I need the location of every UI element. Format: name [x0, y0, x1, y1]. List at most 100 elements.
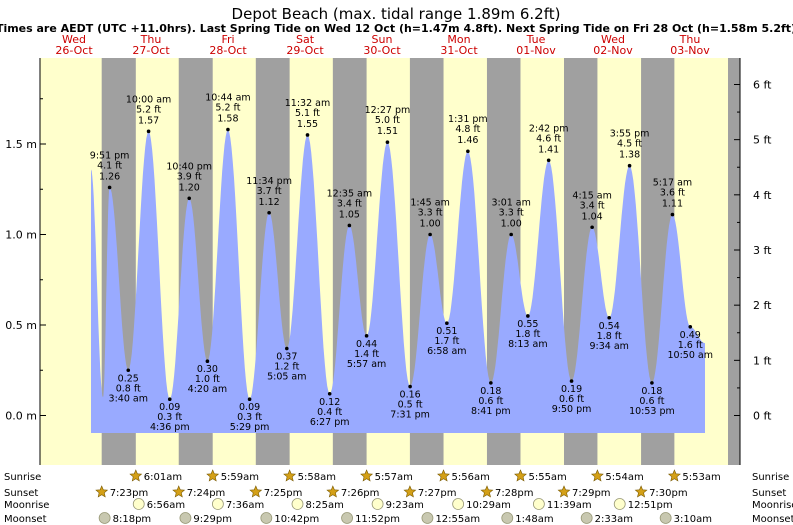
sunset-time: 7:25pm	[264, 488, 303, 499]
tide-point	[205, 359, 210, 364]
tide-height-m: 1.46	[457, 135, 478, 146]
day-date: 27-Oct	[132, 44, 170, 57]
tide-labels: 9:51 pm4.1 ft1.26 0.250.8 ft3:40 am 10:00 …	[90, 93, 713, 434]
y-right-tick-label: 6 ft	[753, 78, 772, 91]
tide-height-ft: 4.1 ft	[97, 160, 122, 171]
day-date: 26-Oct	[55, 44, 93, 57]
y-left-tick-label: 0.0 m	[5, 410, 37, 423]
tide-point	[187, 196, 192, 201]
tide-height-m: 0.19	[561, 384, 582, 395]
moonrise-time: 7:36am	[226, 500, 264, 511]
day-name: Fri	[221, 33, 234, 46]
tide-time: 4:15 am	[572, 190, 611, 201]
sunrise-time: 5:58am	[298, 472, 336, 483]
day-name: Thu	[679, 33, 701, 46]
tide-height-m: 0.55	[517, 319, 538, 330]
tide-height-ft: 1.2 ft	[274, 362, 299, 373]
tide-height-m: 0.44	[356, 339, 377, 350]
tide-time: 12:27 pm	[365, 105, 411, 116]
tide-time: 10:00 am	[126, 94, 171, 105]
tide-point	[385, 140, 390, 144]
tide-time: 9:34 am	[589, 341, 628, 352]
moonrise-icon	[532, 498, 545, 510]
tide-point	[489, 381, 493, 385]
astro-row-label-left: Moonrise	[4, 500, 49, 511]
tide-time: 10:40 pm	[166, 161, 212, 172]
sun-star-icon	[557, 485, 571, 498]
tide-time: 1:45 am	[410, 198, 449, 209]
tide-point	[428, 232, 432, 237]
tide-height-ft: 3.3 ft	[418, 208, 443, 219]
tide-height-m: 1.41	[538, 144, 559, 155]
day-labels: Wed26-OctThu27-OctFri28-OctSat29-OctSun3…	[55, 33, 710, 57]
moonset-icon	[421, 512, 434, 524]
tide-height-ft: 5.2 ft	[215, 103, 240, 114]
tide-time: 4:36 pm	[150, 422, 190, 433]
tide-time: 11:32 am	[285, 98, 330, 109]
day-date: 29-Oct	[286, 44, 324, 57]
sun-star-icon	[172, 485, 186, 498]
sunset-time: 7:28pm	[495, 488, 534, 499]
day-name: Thu	[140, 33, 162, 46]
y-left-tick-label: 1.0 m	[5, 229, 37, 242]
tide-height-ft: 0.3 ft	[237, 412, 262, 423]
sunset-time: 7:27pm	[418, 488, 457, 499]
sunrise-time: 5:55am	[528, 472, 566, 483]
chart-title: Depot Beach (max. tidal range 1.89m 6.2f…	[232, 5, 561, 23]
sunrise-time: 6:01am	[144, 472, 182, 483]
tide-height-ft: 0.5 ft	[398, 400, 423, 411]
tide-point	[445, 321, 449, 325]
tide-height-ft: 5.1 ft	[295, 108, 320, 119]
sunset-time: 7:23pm	[110, 488, 149, 499]
tide-point	[607, 315, 611, 320]
tide-time: 8:41 pm	[471, 406, 511, 417]
tide-height-m: 0.12	[319, 397, 340, 408]
sunset-time: 7:26pm	[341, 488, 380, 499]
y-right-tick-label: 0 ft	[753, 410, 772, 423]
sunrise-time: 5:53am	[682, 472, 720, 483]
astro-row-label-left: Moonset	[4, 514, 47, 525]
tide-point	[627, 163, 632, 168]
sun-star-icon	[360, 469, 374, 482]
tide-time: 3:40 am	[109, 393, 148, 404]
sun-star-icon	[634, 485, 648, 498]
tide-point	[107, 185, 112, 190]
tide-time: 4:20 am	[188, 384, 227, 395]
sunrise-time: 5:57am	[375, 472, 413, 483]
tide-height-m: 0.25	[118, 373, 139, 384]
astro-row-label-left: Sunrise	[4, 472, 41, 483]
y-left-tick-label: 1.5 m	[5, 138, 37, 151]
tide-point	[509, 232, 513, 237]
tide-time: 7:31 pm	[390, 410, 430, 421]
tide-time: 6:27 pm	[310, 417, 350, 428]
tide-time: 11:34 pm	[246, 176, 292, 187]
tide-point	[526, 314, 530, 318]
moonrise-icon	[132, 498, 145, 510]
tide-height-m: 0.09	[239, 402, 260, 413]
tide-height-ft: 3.3 ft	[499, 208, 524, 219]
tide-height-m: 0.09	[159, 402, 180, 413]
tide-height-m: 1.58	[217, 114, 238, 125]
astro-table: Sunrise Sunrise 6:01am 5:59am 5:58am 5:57am 5:…	[4, 469, 793, 525]
astro-row-label-right: Sunset	[752, 488, 786, 499]
tide-point	[267, 210, 271, 215]
sunrise-time: 5:54am	[605, 472, 643, 483]
day-name: Sun	[372, 33, 393, 46]
tide-height-m: 1.00	[501, 219, 522, 230]
sunset-time: 7:29pm	[572, 488, 611, 499]
tide-point	[546, 158, 551, 163]
tide-height-ft: 0.8 ft	[116, 383, 141, 394]
sun-star-icon	[514, 469, 527, 482]
day-date: 28-Oct	[209, 44, 247, 57]
tide-height-ft: 3.4 ft	[580, 200, 605, 211]
sun-star-icon	[480, 485, 494, 498]
tide-point	[247, 397, 252, 402]
tide-time: 5:29 pm	[230, 422, 270, 433]
tide-point	[408, 384, 412, 389]
moonset-icon	[341, 512, 353, 524]
sun-star-icon	[326, 485, 340, 498]
tide-height-ft: 0.6 ft	[639, 396, 664, 407]
tide-height-ft: 3.9 ft	[177, 171, 202, 182]
moonrise-time: 12:51pm	[628, 500, 673, 511]
y-right-tick-label: 3 ft	[753, 244, 772, 257]
